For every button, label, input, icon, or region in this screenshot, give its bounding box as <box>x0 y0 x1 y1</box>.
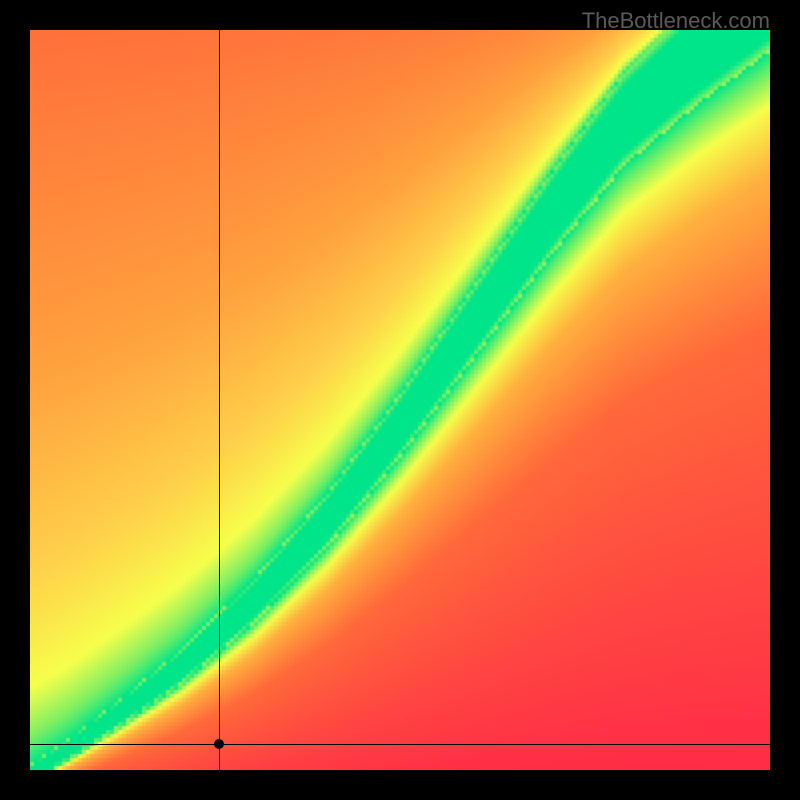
heatmap-canvas <box>30 30 770 770</box>
watermark-text: TheBottleneck.com <box>582 8 770 34</box>
crosshair-vertical <box>219 30 220 770</box>
heatmap-plot <box>30 30 770 770</box>
crosshair-marker <box>214 739 224 749</box>
crosshair-horizontal <box>30 744 770 745</box>
